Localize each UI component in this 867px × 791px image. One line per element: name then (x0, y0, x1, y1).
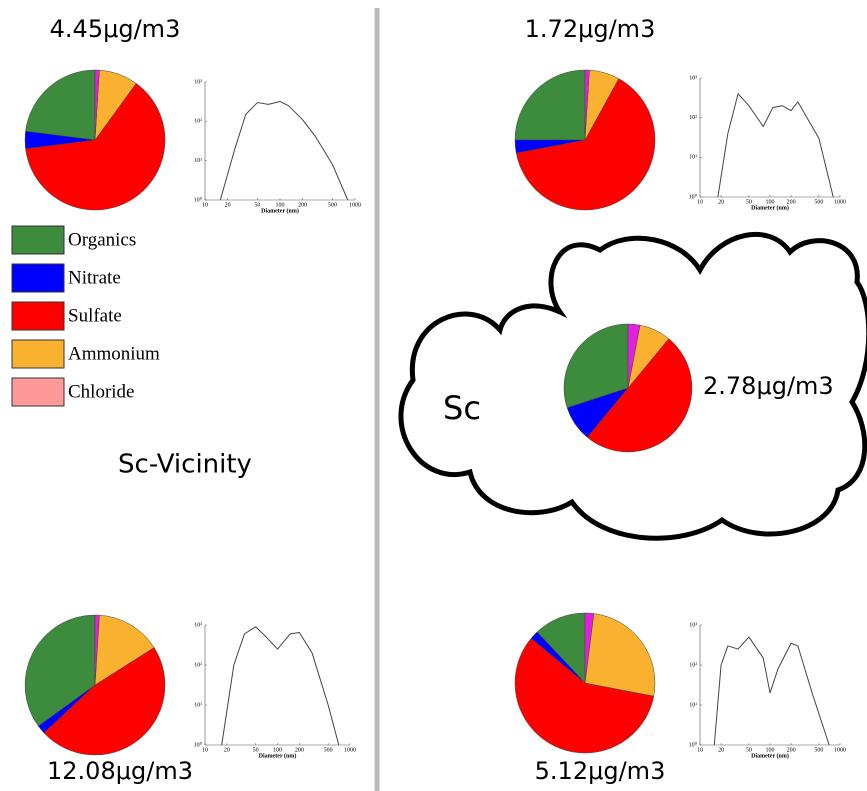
pie-title: 12.08μg/m3 (47, 757, 193, 785)
x-tick-label: 1000 (834, 747, 846, 753)
pie-title: 1.72μg/m3 (525, 15, 656, 43)
y-tick-label: 10³ (689, 75, 697, 81)
pie-slice (584, 613, 656, 697)
pie-title: 4.45μg/m3 (50, 15, 181, 43)
x-tick-label: 1000 (834, 199, 846, 205)
pie-slice (94, 614, 100, 686)
legend-label: Sulfate (68, 305, 122, 326)
pie-slice (514, 69, 586, 141)
legend-swatch (11, 263, 65, 293)
legend-swatch (11, 377, 65, 407)
x-axis-label: Diameter (nm) (751, 752, 789, 759)
legend-label: Organics (68, 229, 136, 250)
x-tick-label: 200 (787, 747, 796, 753)
x-tick-label: 10 (202, 747, 208, 753)
y-tick-label: 10⁰ (194, 741, 203, 748)
x-tick-label: 200 (298, 202, 307, 208)
legend-swatch (11, 339, 65, 369)
x-tick-label: 10 (202, 202, 208, 208)
x-tick-label: 500 (814, 747, 823, 753)
y-tick-label: 10⁰ (689, 741, 698, 748)
pie-slice (586, 338, 693, 453)
x-tick-label: 500 (814, 199, 823, 205)
legend-swatch (11, 225, 65, 255)
y-tick-label: 10² (194, 662, 202, 668)
y-tick-label: 10² (689, 115, 697, 121)
x-tick-label: 100 (766, 199, 775, 205)
x-tick-label: 200 (787, 199, 796, 205)
x-tick-label: 1000 (344, 747, 356, 753)
pie-slice (514, 638, 655, 754)
cloud-label: Sc (443, 389, 481, 427)
y-tick-label: 10⁰ (194, 196, 203, 203)
pie-slice (584, 69, 590, 141)
legend-label: Nitrate (68, 267, 121, 288)
x-tick-label: 100 (276, 202, 285, 208)
x-tick-label: 20 (224, 747, 230, 753)
pie-slice (584, 612, 595, 684)
y-tick-label: 10¹ (689, 155, 697, 161)
x-axis-label: Diameter (nm) (261, 207, 299, 214)
x-tick-label: 500 (324, 747, 333, 753)
pie-slice (94, 69, 100, 141)
pie-slice (94, 614, 155, 686)
x-tick-label: 500 (328, 202, 337, 208)
x-axis-label: Diameter (nm) (751, 204, 789, 211)
pie-slice (24, 614, 96, 727)
pie-slice (627, 323, 641, 389)
x-tick-label: 20 (225, 202, 231, 208)
y-tick-label: 10¹ (689, 702, 697, 708)
x-tick-label: 50 (254, 202, 260, 208)
x-tick-label: 50 (746, 199, 752, 205)
x-tick-label: 50 (253, 747, 259, 753)
y-tick-label: 10³ (194, 79, 202, 85)
y-tick-label: 10¹ (194, 158, 202, 164)
pie-slice (25, 83, 166, 211)
vicinity-label: Sc-Vicinity (118, 450, 252, 480)
size-distribution (221, 626, 340, 746)
pie-slice (25, 69, 96, 141)
size-distribution (219, 100, 349, 201)
x-tick-label: 50 (746, 747, 752, 753)
x-axis-label: Diameter (nm) (259, 752, 297, 759)
x-tick-label: 10 (697, 747, 703, 753)
y-tick-label: 10⁰ (689, 193, 698, 200)
x-tick-label: 200 (295, 747, 304, 753)
pie-slice (43, 647, 166, 756)
y-tick-label: 10¹ (194, 702, 202, 708)
y-tick-label: 10² (689, 662, 697, 668)
legend-swatch (11, 301, 65, 331)
pie-title: 5.12μg/m3 (535, 757, 666, 785)
pie-title: 2.78μg/m3 (703, 372, 834, 400)
size-distribution (717, 93, 834, 198)
x-tick-label: 100 (273, 747, 282, 753)
legend-label: Chloride (68, 381, 135, 402)
size-distribution (713, 636, 830, 746)
x-tick-label: 10 (697, 199, 703, 205)
y-tick-label: 10³ (689, 622, 697, 628)
x-tick-label: 20 (718, 199, 724, 205)
y-tick-label: 10² (194, 119, 202, 125)
x-tick-label: 100 (766, 747, 775, 753)
pie-slice (563, 323, 629, 409)
x-tick-label: 20 (718, 747, 724, 753)
x-tick-label: 1000 (349, 202, 361, 208)
y-tick-label: 10³ (194, 622, 202, 628)
legend-label: Ammonium (68, 343, 160, 364)
pie-slice (515, 78, 656, 211)
